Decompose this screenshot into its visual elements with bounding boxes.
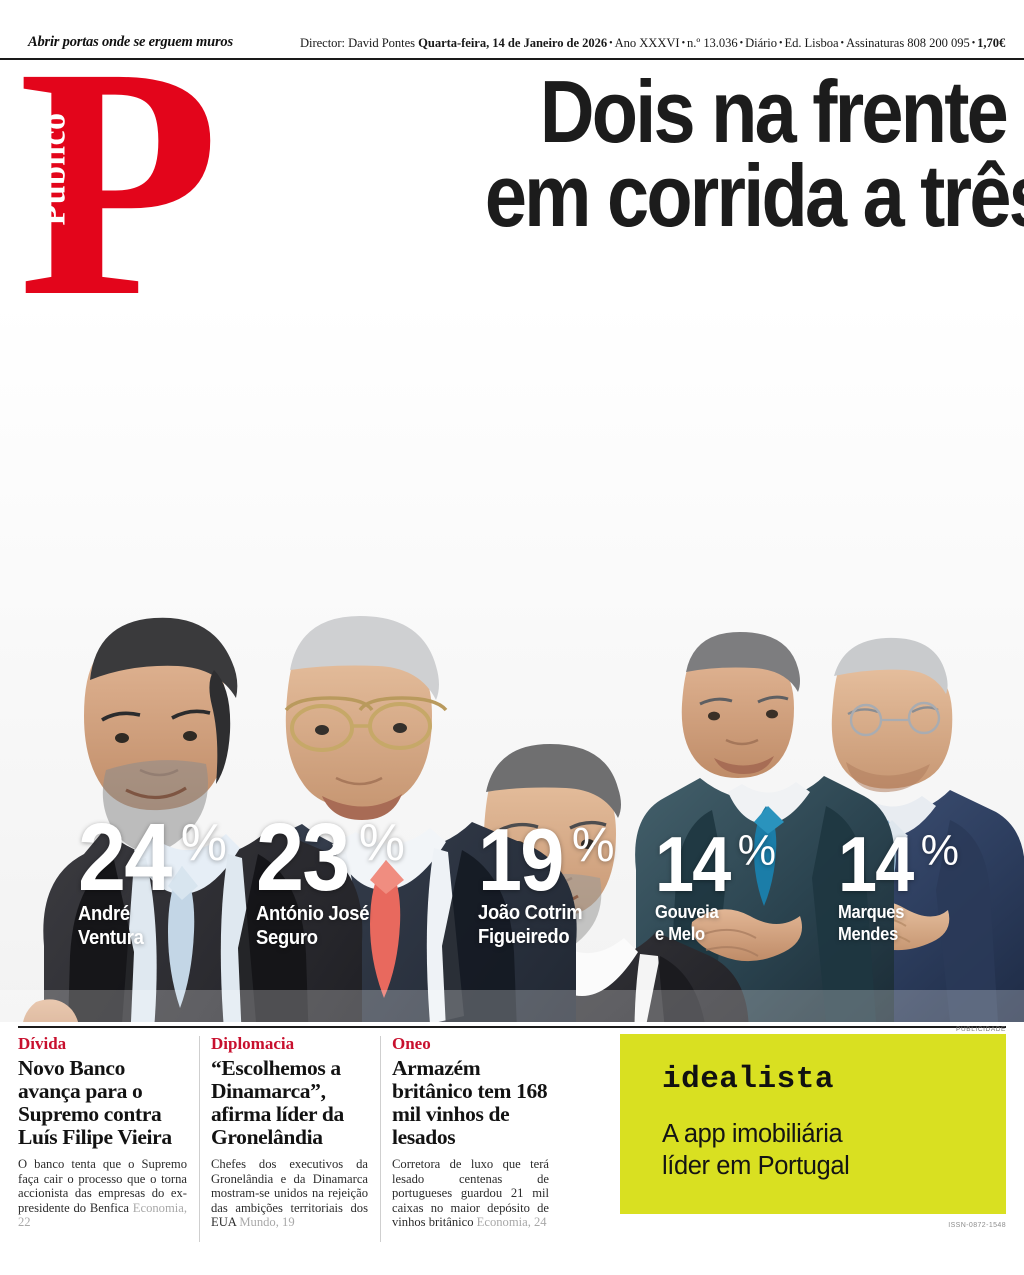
story-body-text: Corretora de luxo que terá lesado centen… [392,1157,549,1230]
separator-dot: • [609,38,613,49]
story-body: O banco tenta que o Supremo faça cair o … [18,1157,187,1230]
publication-year: Ano XXXVI [614,36,680,50]
story-title: “Escolhemos a Dinamarca”, afirma líder d… [211,1056,344,1149]
advertisement-copy-line2: líder em Portugal [662,1152,850,1180]
bottom-divider [18,1026,1006,1028]
director-label: Director: David Pontes [300,36,416,50]
separator-dot: • [681,38,686,49]
publico-logo[interactable]: P Público [18,18,288,348]
story-kicker: Diplomacia [211,1034,295,1053]
idealista-logo: idealista [662,1062,834,1097]
separator-dot: • [778,38,783,49]
story-body: Corretora de luxo que terá lesado centen… [392,1157,549,1230]
issn-code: ISSN-0872-1548 [948,1222,1006,1229]
story-body-text: Chefes dos executivos da Gronelândia e d… [211,1157,368,1230]
issue-number: n.º 13.036 [687,36,738,50]
story-kicker: Oneo [392,1034,431,1053]
story-section-ref[interactable]: Economia, 22 [18,1200,187,1230]
advertisement-copy: A app imobiliária líder em Portugal [662,1118,982,1182]
advertisement-label: PUBLICIDADE [956,1026,1006,1033]
story-divida[interactable]: Dívida Novo Banco avança para o Supremo … [18,1034,199,1244]
logo-wordmark: Público [35,112,73,226]
story-section-ref[interactable]: Mundo, 19 [239,1215,295,1230]
edition: Ed. Lisboa [784,36,839,50]
newspaper-slogan: Abrir portas onde se erguem muros [28,34,233,50]
candidates-photo-illustration [0,300,1024,1022]
bottom-stories: Dívida Novo Banco avança para o Supremo … [18,1034,608,1244]
story-section-ref[interactable]: Economia, 24 [476,1215,547,1230]
headline-line-1: Dois na frente [539,62,1009,161]
story-oneo[interactable]: Oneo Armazém britânico tem 168 mil vinho… [380,1034,561,1244]
story-body: Chefes dos executivos da Gronelândia e d… [211,1157,368,1230]
story-diplomacia[interactable]: Diplomacia “Escolhemos a Dinamarca”, afi… [199,1034,380,1244]
logo-letter-p: P [18,0,220,365]
story-title: Armazém britânico tem 168 mil vinhos de … [392,1056,548,1149]
advertisement-idealista[interactable]: idealista A app imobiliária líder em Por… [620,1034,1006,1214]
masthead-strip: Abrir portas onde se erguem muros Direct… [0,0,1024,60]
headline-line-2: em corrida a três [484,146,1024,245]
story-title: Novo Banco avança para o Supremo contra … [18,1056,172,1149]
masthead-metadata: Director: David Pontes Quarta-feira, 14 … [300,36,1012,51]
subscriptions-phone: Assinaturas 808 200 095 [845,36,970,50]
frequency: Diário [745,36,777,50]
separator-dot: • [739,38,744,49]
story-kicker: Dívida [18,1034,67,1053]
cover-price: 1,70€ [977,36,1006,50]
story-body-text: O banco tenta que o Supremo faça cair o … [18,1157,187,1215]
separator-dot: • [840,38,845,49]
lead-headline: Dois na frente em corrida a três [400,62,1024,245]
publication-date: Quarta-feira, 14 de Janeiro de 2026 [418,36,608,50]
separator-dot: • [971,38,976,49]
advertisement-copy-line1: A app imobiliária [662,1120,843,1148]
candidates-photo [0,300,1024,1022]
